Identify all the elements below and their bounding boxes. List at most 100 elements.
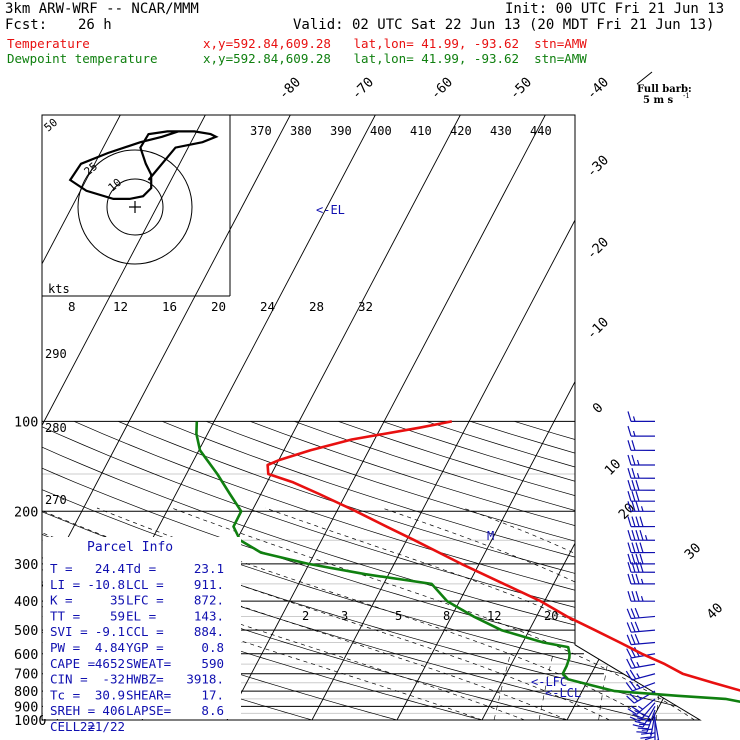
- parcel-value: -9.1: [95, 624, 125, 639]
- pressure-label: 500: [14, 623, 38, 639]
- valid-time: Valid: 02 UTC Sat 22 Jun 13 (20 MDT Fri …: [293, 17, 715, 33]
- parcel-value: 911.: [194, 577, 224, 592]
- m-marker: M: [487, 529, 494, 543]
- isotherm-label: -60: [428, 74, 457, 103]
- parcel-label: K =: [50, 593, 73, 608]
- barb-legend-title: Full barb:: [637, 84, 692, 95]
- lcl-marker: <-LCL: [545, 686, 581, 700]
- parcel-label: EL =: [126, 608, 156, 623]
- parcel-info-background: [43, 537, 241, 719]
- dry-adiabat: [206, 421, 700, 720]
- hodo-speed-label: 28: [309, 299, 324, 314]
- lfc-marker: <-LFC: [531, 675, 567, 689]
- plot-frame: [41, 114, 702, 721]
- mixing-ratio-label: 5: [395, 609, 402, 623]
- pressure-label: 700: [14, 667, 38, 683]
- theta-label: 390: [330, 124, 352, 138]
- parcel-value: 35: [110, 593, 125, 608]
- parcel-value: 3918.: [186, 672, 224, 687]
- parcel-value: 30.9: [95, 687, 125, 702]
- parcel-label: TT =: [50, 608, 80, 623]
- wind-barb: [636, 709, 656, 733]
- isotherm-label: -70: [349, 74, 378, 103]
- isotherm-line: [42, 115, 206, 720]
- dry-adiabat: [74, 421, 700, 720]
- kts-label: kts: [48, 282, 70, 296]
- forecast-label: Fcst:: [5, 17, 48, 33]
- pressure-label: 900: [14, 699, 38, 715]
- sounding-profiles: [195, 420, 740, 704]
- parcel-label: SVI =: [50, 624, 88, 639]
- mixing-ratio-line: [598, 653, 610, 720]
- theta-label: 410: [410, 124, 432, 138]
- parcel-label: SHEAR=: [126, 687, 171, 702]
- mixing-ratio-label: 2: [302, 609, 309, 623]
- mixing-ratio-label: 20: [544, 609, 558, 623]
- parcel-value: 59: [110, 608, 125, 623]
- hodo-speed-label: 32: [358, 299, 373, 314]
- diagram-labels: 2 3 5 8 12 201002003004005006007008009001000-…: [14, 71, 727, 729]
- temperature-location: x,y=592.84,609.28 lat,lon= 41.99, -93.62…: [203, 36, 587, 51]
- wind-barb: [627, 411, 656, 423]
- theta-label: 380: [290, 124, 312, 138]
- pressure-label: 100: [14, 414, 38, 430]
- hodo-speed-label: 16: [162, 299, 177, 314]
- moist-adiabat: [171, 507, 695, 720]
- mixing-ratio-line: [538, 653, 554, 720]
- isotherm-label: -20: [584, 234, 613, 263]
- mixing-ratio-line: [493, 653, 511, 720]
- wind-barbs: [625, 411, 660, 740]
- parcel-label: CAPE =: [50, 656, 95, 671]
- init-time: Init: 00 UTC Fri 21 Jun 13: [505, 1, 725, 17]
- pressure-label: 1000: [14, 713, 47, 729]
- theta-label: 420: [450, 124, 472, 138]
- wind-barb: [640, 713, 656, 739]
- wind-barb: [627, 542, 656, 554]
- wind-barb: [627, 591, 656, 602]
- wind-barb: [632, 706, 656, 728]
- wind-barb: [627, 553, 656, 565]
- parcel-label: HWBZ=: [126, 672, 164, 687]
- theta-label: 270: [45, 493, 67, 507]
- isotherm-label: -30: [584, 152, 613, 181]
- wind-barb: [626, 690, 656, 704]
- wind-barb: [627, 480, 656, 491]
- parcel-label: T =: [50, 561, 73, 576]
- el-marker: <-EL: [316, 203, 345, 217]
- parcel-value: 23.1: [194, 561, 224, 576]
- hodo-speed-label: 8: [68, 299, 76, 314]
- moist-adiabat: [42, 507, 610, 720]
- dry-adiabat: [118, 421, 700, 720]
- wind-barb: [627, 698, 656, 715]
- mixing-ratio-label: 3: [341, 609, 348, 623]
- pressure-label: 800: [14, 684, 38, 700]
- wind-barb: [626, 607, 656, 620]
- hodo-speed-label: 12: [113, 299, 128, 314]
- hodograph-ring: [106, 178, 164, 236]
- wind-barb: [627, 425, 656, 437]
- temperature-legend-label: Temperature: [7, 36, 90, 51]
- parcel-value: 8.6: [201, 703, 224, 718]
- parcel-label: YGP =: [126, 640, 164, 655]
- isotherm-label: 30: [682, 540, 705, 563]
- theta-label: 280: [45, 421, 67, 435]
- isotherm-label: -80: [276, 74, 305, 103]
- hodograph-ring: [77, 149, 193, 265]
- wind-barb: [644, 716, 656, 740]
- isotherm-label: 40: [704, 600, 727, 623]
- hodograph-ring-label: 10: [106, 176, 125, 194]
- isotherm-line: [42, 115, 291, 720]
- parcel-value: -32: [102, 672, 125, 687]
- dewpoint-legend-label: Dewpoint temperature: [7, 51, 158, 66]
- wind-barb: [627, 530, 656, 541]
- pressure-label: 300: [14, 557, 38, 573]
- isotherm-label: -40: [584, 74, 613, 103]
- parcel-label: LAPSE=: [126, 703, 171, 718]
- hodo-speed-label: 24: [260, 299, 275, 314]
- theta-label: 430: [490, 124, 512, 138]
- parcel-value: -10.8: [87, 577, 125, 592]
- moist-adiabat: [42, 507, 483, 720]
- parcel-value: 0.8: [201, 640, 224, 655]
- wind-barb: [627, 516, 656, 528]
